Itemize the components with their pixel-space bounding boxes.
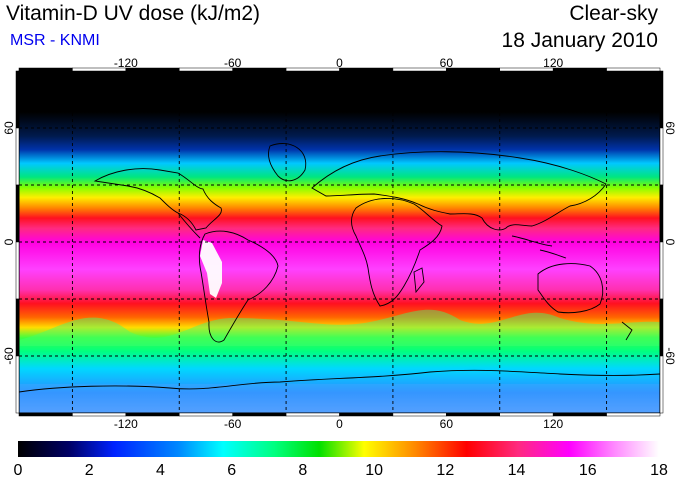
- lon-label-bottom: -120: [114, 417, 138, 431]
- australia-coast: [537, 263, 604, 314]
- frame-segment-bottom: [72, 412, 127, 417]
- frame-segment-left: [15, 70, 20, 129]
- colorbar-tick-label: 16: [579, 462, 597, 479]
- colorbar-tick-label: 0: [14, 462, 23, 479]
- africa-coast: [351, 198, 443, 307]
- frame-segment-top: [18, 67, 73, 72]
- madagascar-coast: [413, 267, 425, 294]
- lon-label-top: 120: [543, 56, 563, 70]
- lon-label-top: -120: [114, 56, 138, 70]
- antarctic-band: [19, 384, 660, 413]
- frame-segment-bottom: [285, 412, 340, 417]
- colorbar-tick-label: 8: [298, 462, 307, 479]
- lon-label-bottom: 120: [543, 417, 563, 431]
- lat-label-left: -60: [2, 347, 16, 365]
- frame-segment-right: [659, 241, 664, 300]
- lon-label-bottom: 0: [336, 417, 343, 431]
- lon-label-top: 0: [336, 56, 343, 70]
- lon-label-bottom: 60: [440, 417, 454, 431]
- frame-segment-bottom: [446, 412, 501, 417]
- lon-label-bottom: -60: [224, 417, 242, 431]
- graticule: [19, 71, 660, 413]
- south-america-coast: [198, 230, 279, 343]
- frame-ticks: [15, 67, 664, 417]
- frame-segment-bottom: [232, 412, 287, 417]
- frame-segment-right: [659, 184, 664, 243]
- frame-segment-left: [15, 241, 20, 300]
- frame-segment-bottom: [18, 412, 73, 417]
- frame-segment-top: [339, 67, 394, 72]
- central-america-coast: [177, 212, 201, 239]
- frame-segment-bottom: [499, 412, 554, 417]
- frame-segment-left: [15, 298, 20, 357]
- colorbar: [18, 441, 659, 457]
- frame-segment-right: [659, 127, 664, 186]
- frame-segment-bottom: [179, 412, 233, 417]
- eurasia-coast: [311, 151, 607, 231]
- frame-segment-right: [659, 355, 664, 414]
- sky-condition-label: Clear-sky: [569, 2, 658, 25]
- colorbar-tick-label: 6: [227, 462, 236, 479]
- antarctica-coast: [19, 369, 660, 393]
- lat-label-right: 0: [663, 239, 677, 246]
- frame-segment-top: [446, 67, 501, 72]
- colorbar-tick-label: 18: [650, 462, 668, 479]
- frame-segment-bottom: [606, 412, 661, 417]
- new-zealand-coast: [621, 321, 633, 341]
- longitude-labels: -120 -120 -60 -60 0 0 60 60 120 120: [114, 56, 564, 431]
- lon-label-top: -60: [224, 56, 242, 70]
- colorbar-tick-label: 2: [85, 462, 94, 479]
- indonesia-coast: [511, 235, 567, 259]
- lon-label-top: 60: [440, 56, 454, 70]
- colorbar-labels: 0 2 4 6 8 10 12 14 16 18: [14, 462, 668, 479]
- colorbar-tick-label: 10: [365, 462, 383, 479]
- coastlines: [19, 143, 660, 393]
- frame-segment-right: [659, 70, 664, 129]
- lat-label-right: -60: [663, 347, 677, 365]
- lat-label-right: 60: [663, 121, 677, 135]
- lat-label-left: 0: [2, 238, 16, 245]
- date-label: 18 January 2010: [501, 29, 658, 52]
- frame-segment-bottom: [392, 412, 447, 417]
- frame-segment-bottom: [125, 412, 180, 417]
- latitude-labels: 60 60 0 0 -60 -60: [2, 121, 677, 365]
- lat-label-left: 60: [2, 121, 16, 135]
- frame-segment-left: [15, 355, 20, 414]
- frame-segment-bottom: [339, 412, 394, 417]
- chart-title: Vitamin-D UV dose (kJ/m2): [6, 2, 261, 25]
- frame-segment-top: [285, 67, 340, 72]
- colorbar-tick-label: 4: [156, 462, 165, 479]
- frame-segment-left: [15, 184, 20, 243]
- north-america-coast: [93, 168, 222, 231]
- greenland-coast: [267, 143, 307, 182]
- colorbar-tick-label: 12: [436, 462, 454, 479]
- frame-segment-right: [659, 298, 664, 357]
- frame-segment-bottom: [552, 412, 607, 417]
- frame-segment-top: [606, 67, 661, 72]
- frame-segment-left: [15, 127, 20, 186]
- colorbar-tick-label: 14: [508, 462, 526, 479]
- frame-segment-top: [392, 67, 447, 72]
- data-source-label: MSR - KNMI: [10, 32, 100, 49]
- andes-high-dose-patch: [200, 240, 222, 298]
